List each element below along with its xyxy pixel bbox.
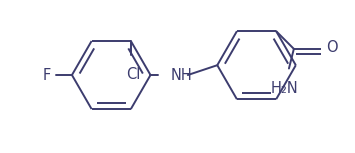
Text: H₂N: H₂N [270, 81, 298, 96]
Text: NH: NH [170, 67, 192, 82]
Text: F: F [43, 67, 51, 82]
Text: Cl: Cl [127, 67, 141, 82]
Text: O: O [326, 40, 338, 55]
